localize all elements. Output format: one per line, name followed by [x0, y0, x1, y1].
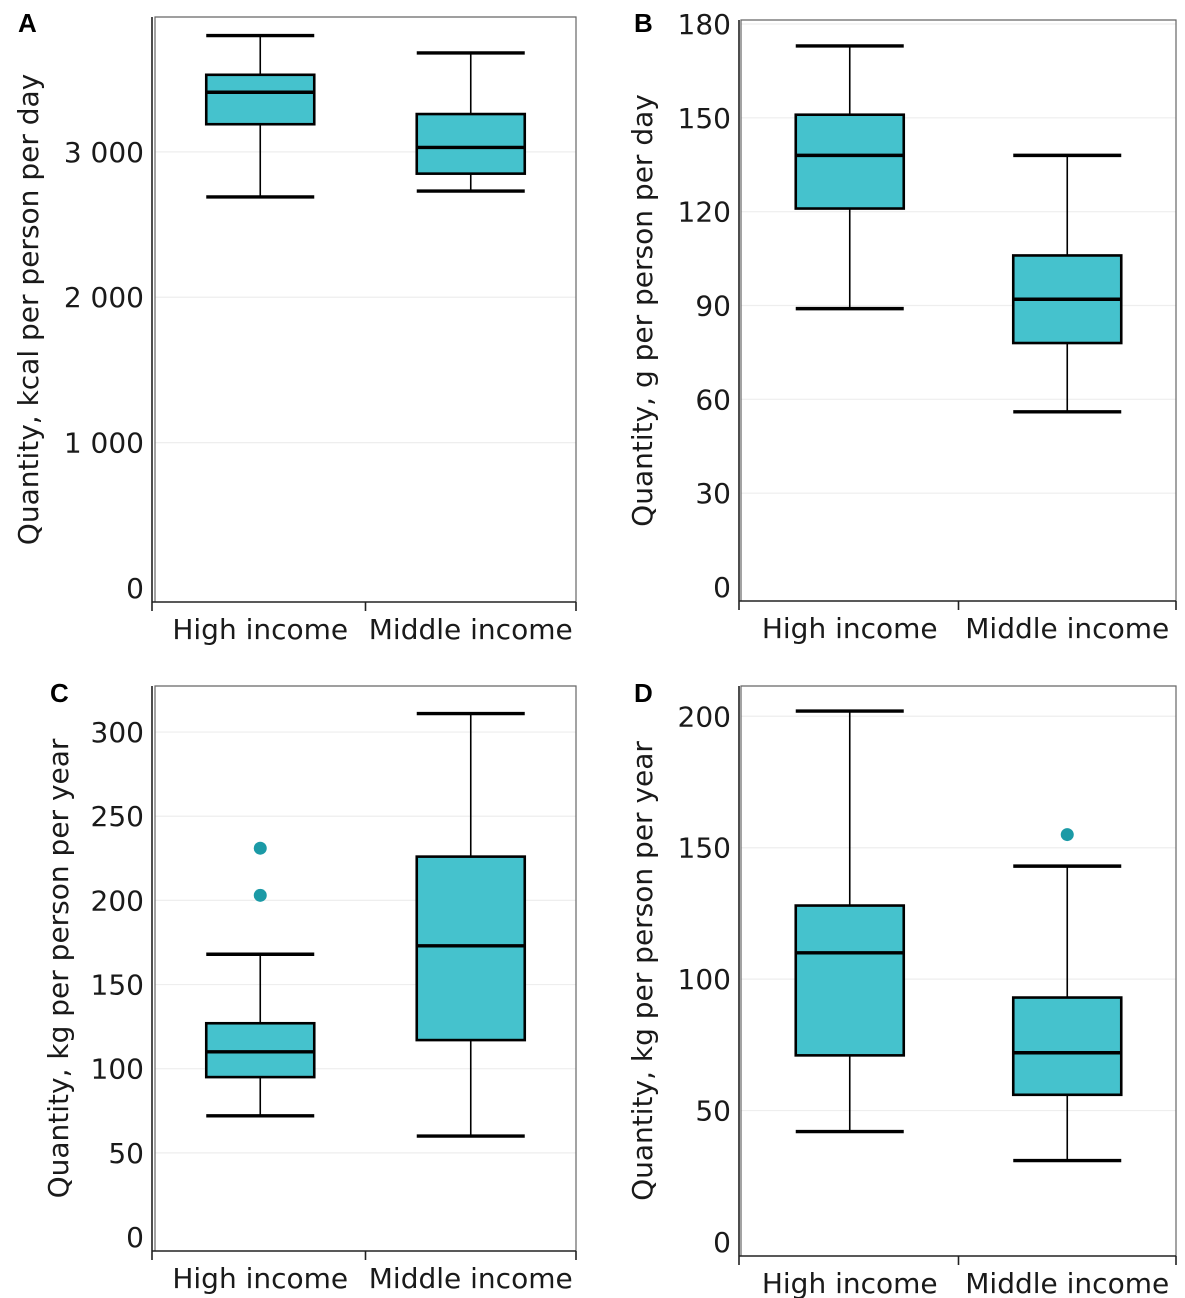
y-tick-label: 0 — [126, 572, 144, 605]
x-category-label: Middle income — [965, 1267, 1169, 1298]
y-tick-label: 3 000 — [64, 136, 144, 169]
y-tick-label: 30 — [695, 477, 731, 510]
y-axis-title: Quantity, kg per person per year — [42, 738, 75, 1198]
chart-panel-b: 0 30 60 90 120 150 180 High income Middle income… — [626, 8, 1177, 645]
plot-frame — [740, 685, 1177, 1256]
x-category-label: Middle income — [965, 612, 1169, 645]
y-tick-label: 60 — [695, 383, 731, 416]
outlier-point — [253, 888, 267, 902]
chart-panel-a: 0 1 000 2 000 3 000 High income Middle income… — [12, 8, 577, 646]
outlier-point — [253, 841, 267, 855]
y-tick-label: 300 — [91, 716, 144, 749]
plot-frame — [740, 19, 1177, 601]
box-middle-income — [415, 51, 527, 193]
y-tick-label: 0 — [713, 1226, 731, 1259]
y-tick-label: 100 — [91, 1053, 144, 1086]
chart-panel-c: 0 50 100 150 200 250 300 High income Middle inco… — [42, 678, 577, 1295]
x-category-label: High income — [762, 1267, 938, 1298]
x-category-label: Middle income — [369, 613, 573, 646]
y-tick-label: 0 — [713, 571, 731, 604]
iqr-box — [794, 904, 906, 1057]
box-middle-income — [1011, 828, 1123, 1163]
plot-frame — [154, 16, 577, 602]
y-tick-label: 50 — [108, 1137, 144, 1170]
y-tick-label: 150 — [91, 969, 144, 1002]
y-tick-label: 180 — [678, 8, 731, 41]
y-axis-title: Quantity, g per person per day — [626, 94, 659, 527]
y-tick-label: 150 — [678, 102, 731, 135]
box-high-income — [794, 44, 906, 311]
box-high-income — [794, 709, 906, 1134]
y-tick-label: 100 — [678, 963, 731, 996]
y-tick-label: 200 — [678, 700, 731, 733]
y-tick-label: 2 000 — [64, 281, 144, 314]
iqr-box — [415, 112, 527, 175]
box-middle-income — [1011, 153, 1123, 414]
outlier-point — [1060, 828, 1074, 842]
box-high-income — [204, 33, 316, 199]
iqr-box — [1011, 996, 1123, 1097]
iqr-box — [794, 113, 906, 210]
iqr-box — [415, 855, 527, 1042]
panel-letter: B — [634, 8, 653, 38]
x-category-label: High income — [762, 612, 938, 645]
y-tick-label: 200 — [91, 884, 144, 917]
panel-letter: D — [634, 678, 653, 708]
y-tick-label: 1 000 — [64, 427, 144, 460]
y-tick-label: 50 — [695, 1095, 731, 1128]
y-tick-label: 250 — [91, 800, 144, 833]
y-axis-title: Quantity, kcal per person per day — [12, 74, 45, 545]
y-axis-title: Quantity, kg per person per year — [626, 741, 659, 1201]
iqr-box — [204, 73, 316, 126]
x-category-label: Middle income — [369, 1262, 573, 1295]
y-tick-label: 150 — [678, 832, 731, 865]
box-middle-income — [415, 711, 527, 1138]
y-tick-label: 90 — [695, 290, 731, 323]
panel-letter: C — [50, 678, 69, 708]
panel-letter: A — [18, 8, 37, 38]
y-tick-label: 120 — [678, 196, 731, 229]
box-high-income — [204, 841, 316, 1118]
chart-panel-d: 0 50 100 150 200 High income Middle income Quan… — [626, 678, 1177, 1298]
y-tick-label: 0 — [126, 1221, 144, 1254]
x-category-label: High income — [172, 613, 348, 646]
x-category-label: High income — [172, 1262, 348, 1295]
plot-frame — [154, 685, 577, 1251]
